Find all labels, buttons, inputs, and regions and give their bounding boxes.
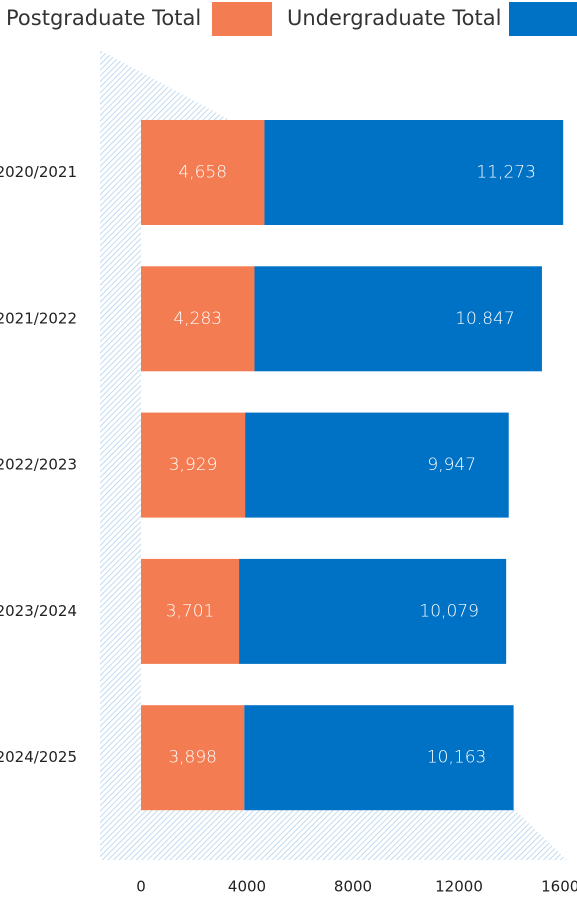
value-label: 10,163 xyxy=(427,748,486,768)
bar-segment xyxy=(141,266,255,372)
bar-segment xyxy=(141,120,265,225)
x-tick-label: 8000 xyxy=(334,878,372,896)
value-label: 4,658 xyxy=(178,163,227,183)
value-label: 3,701 xyxy=(166,601,215,621)
bar-segment xyxy=(141,412,246,518)
x-tick-label: 4000 xyxy=(228,878,266,896)
value-label: 11,273 xyxy=(476,163,535,183)
y-tick-label: 2024/2025 xyxy=(0,748,77,766)
bar-segment xyxy=(141,705,245,811)
value-label: 10.847 xyxy=(455,309,514,329)
bar-segment xyxy=(141,558,240,664)
bar-segment xyxy=(264,120,564,225)
y-tick-label: 2021/2022 xyxy=(0,309,77,327)
x-tick-label: 0 xyxy=(136,878,146,896)
background-hatch xyxy=(100,50,567,860)
y-tick-label: 2023/2024 xyxy=(0,602,77,620)
bar-segment xyxy=(245,412,509,518)
legend-label: Postgraduate Total xyxy=(6,6,201,30)
legend-label: Undergraduate Total xyxy=(287,6,501,30)
bar-segment xyxy=(239,558,507,664)
x-tick-label: 12000 xyxy=(435,878,483,896)
value-label: 10,079 xyxy=(419,601,478,621)
value-label: 9,947 xyxy=(427,455,476,475)
value-label: 3,929 xyxy=(169,455,218,475)
value-label: 4,283 xyxy=(173,309,222,329)
value-label: 3,898 xyxy=(168,748,217,768)
y-tick-label: 2020/2021 xyxy=(0,163,77,181)
y-tick-label: 2022/2023 xyxy=(0,456,77,474)
bar-segment xyxy=(254,266,542,372)
legend-swatch xyxy=(509,2,577,36)
x-tick-label: 16000 xyxy=(541,878,577,896)
bar-segment xyxy=(244,705,514,811)
legend-swatch xyxy=(212,2,272,36)
